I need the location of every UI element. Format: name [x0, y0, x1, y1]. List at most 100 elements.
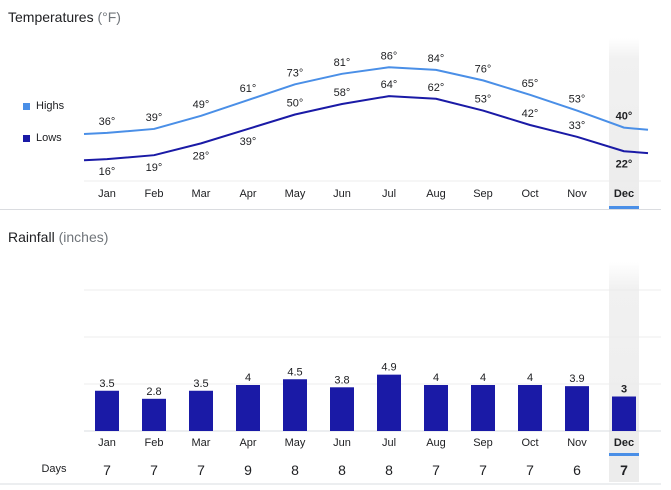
rain-bar-jun [330, 387, 354, 431]
temperature-line-highs [83, 66, 649, 136]
high-label-may: 73° [287, 67, 304, 79]
high-label-sep: 76° [475, 63, 492, 75]
high-label-apr: 61° [240, 83, 257, 95]
temp-selected-underline [609, 206, 639, 209]
temp-month-jan: Jan [98, 188, 116, 200]
rain-bar-jul [377, 374, 401, 431]
rain-month-nov: Nov [567, 437, 587, 449]
temp-month-nov: Nov [567, 188, 587, 200]
high-label-aug: 84° [428, 53, 445, 65]
days-value-dec: 7 [620, 462, 628, 478]
temp-month-apr: Apr [239, 188, 256, 200]
high-label-jul: 86° [381, 50, 398, 62]
temp-month-sep: Sep [473, 188, 493, 200]
rain-label-may: 4.5 [287, 366, 302, 378]
days-value-jun: 8 [338, 462, 346, 478]
rain-label-oct: 4 [527, 372, 533, 384]
rain-bar-nov [565, 386, 589, 431]
rain-month-may: May [285, 437, 306, 449]
rain-bar-dec [612, 396, 636, 431]
low-label-dec: 22° [616, 158, 633, 170]
legend-lows-label: Lows [36, 132, 62, 144]
rain-label-jan: 3.5 [99, 378, 114, 390]
rain-bar-oct [518, 385, 542, 431]
rain-month-mar: Mar [192, 437, 211, 449]
temp-month-feb: Feb [145, 188, 164, 200]
rain-bar-may [283, 379, 307, 431]
legend-lows: Lows [23, 132, 62, 144]
low-label-may: 50° [287, 98, 304, 110]
low-label-apr: 39° [240, 136, 257, 148]
temp-month-may: May [285, 188, 306, 200]
days-value-jul: 8 [385, 462, 393, 478]
days-value-sep: 7 [479, 462, 487, 478]
temperatures-unit: (°F) [97, 9, 121, 25]
temp-month-oct: Oct [521, 188, 538, 200]
high-label-mar: 49° [193, 99, 210, 111]
rainfall-unit: (inches) [58, 229, 109, 245]
high-label-oct: 65° [522, 78, 539, 90]
selected-column-rain [609, 262, 639, 482]
rain-month-sep: Sep [473, 437, 493, 449]
legend-highs: Highs [23, 100, 64, 112]
rain-bar-mar [189, 390, 213, 431]
high-label-nov: 53° [569, 94, 586, 106]
temp-month-mar: Mar [192, 188, 211, 200]
days-label: Days [41, 463, 67, 475]
section-divider [0, 209, 661, 210]
temp-month-jul: Jul [382, 188, 396, 200]
high-label-feb: 39° [146, 112, 163, 124]
temperature-line-lows [83, 95, 649, 162]
temperatures-title-text: Temperatures [8, 9, 94, 25]
days-value-oct: 7 [526, 462, 534, 478]
rain-bar-jan [95, 390, 119, 431]
rain-month-jan: Jan [98, 437, 116, 449]
legend-lows-swatch [23, 134, 30, 142]
days-value-feb: 7 [150, 462, 158, 478]
rain-month-jun: Jun [333, 437, 351, 449]
days-value-aug: 7 [432, 462, 440, 478]
rain-month-oct: Oct [521, 437, 538, 449]
rain-label-dec: 3 [621, 384, 627, 396]
low-label-jul: 64° [381, 79, 398, 91]
days-value-mar: 7 [197, 462, 205, 478]
rain-bar-feb [142, 398, 166, 431]
days-value-nov: 6 [573, 462, 581, 478]
temp-month-aug: Aug [426, 188, 446, 200]
high-label-jun: 81° [334, 57, 351, 69]
rain-label-aug: 4 [433, 372, 439, 384]
low-label-nov: 33° [569, 120, 586, 132]
low-label-sep: 53° [475, 94, 492, 106]
rain-bar-aug [424, 385, 448, 431]
rain-label-feb: 2.8 [146, 386, 161, 398]
rain-label-nov: 3.9 [569, 373, 584, 385]
rain-month-dec: Dec [614, 437, 634, 449]
rain-month-feb: Feb [145, 437, 164, 449]
low-label-jun: 58° [334, 87, 351, 99]
low-label-mar: 28° [193, 150, 210, 162]
rain-label-sep: 4 [480, 372, 486, 384]
temp-month-dec: Dec [614, 188, 634, 200]
rain-bar-sep [471, 385, 495, 431]
rain-bar-apr [236, 385, 260, 431]
low-label-feb: 19° [146, 162, 163, 174]
days-value-apr: 9 [244, 462, 252, 478]
rain-month-jul: Jul [382, 437, 396, 449]
legend-highs-swatch [23, 102, 30, 110]
rain-label-jul: 4.9 [381, 362, 396, 374]
rain-label-jun: 3.8 [334, 374, 349, 386]
low-label-jan: 16° [99, 166, 116, 178]
days-value-may: 8 [291, 462, 299, 478]
temperatures-title: Temperatures (°F) [8, 9, 121, 25]
high-label-jan: 36° [99, 116, 116, 128]
rain-label-apr: 4 [245, 372, 251, 384]
days-value-jan: 7 [103, 462, 111, 478]
rainfall-title-text: Rainfall [8, 229, 55, 245]
rain-label-mar: 3.5 [193, 378, 208, 390]
low-label-oct: 42° [522, 108, 539, 120]
temp-month-jun: Jun [333, 188, 351, 200]
legend-highs-label: Highs [36, 100, 65, 112]
high-label-dec: 40° [616, 111, 633, 123]
rainfall-title: Rainfall (inches) [8, 229, 108, 245]
